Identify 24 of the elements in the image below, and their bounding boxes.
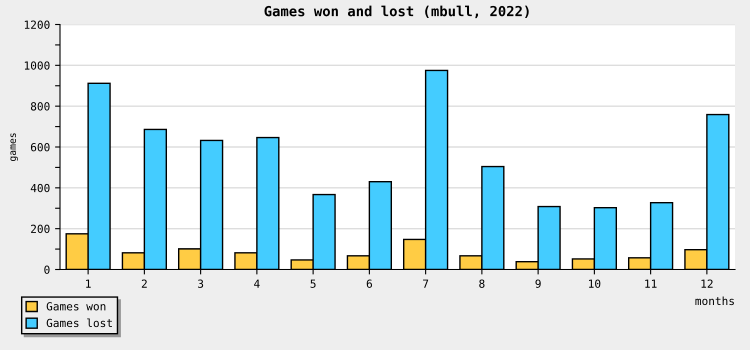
y-tick-label: 200 [31, 224, 50, 234]
y-tick-label: 800 [30, 102, 50, 111]
y-tick-label: 600 [30, 143, 50, 152]
x-tick-label: 4 [254, 280, 260, 288]
y-tick-label: 1200 [24, 20, 50, 29]
legend-label: Games lost [46, 318, 112, 328]
x-tick-label: 3 [198, 279, 204, 288]
legend-label: Games won [46, 302, 106, 310]
y-tick-label: 400 [30, 184, 50, 192]
x-tick-label: 9 [535, 279, 541, 288]
x-tick-label: 11 [645, 280, 657, 288]
y-tick-label: 0 [44, 266, 50, 274]
x-axis-title: months [695, 296, 734, 306]
chart-title: Games won and lost (mbull, 2022) [264, 6, 529, 18]
x-tick-label: 8 [479, 279, 485, 288]
y-axis-title: games [10, 133, 18, 162]
x-tick-label: 6 [366, 279, 372, 288]
x-tick-label: 5 [310, 280, 316, 288]
y-tick-label: 1000 [24, 61, 50, 70]
x-tick-label: 2 [142, 279, 147, 288]
x-tick-label: 7 [423, 280, 428, 288]
x-tick-label: 1 [86, 280, 91, 288]
x-tick-label: 12 [702, 279, 713, 288]
x-tick-label: 10 [589, 279, 600, 288]
